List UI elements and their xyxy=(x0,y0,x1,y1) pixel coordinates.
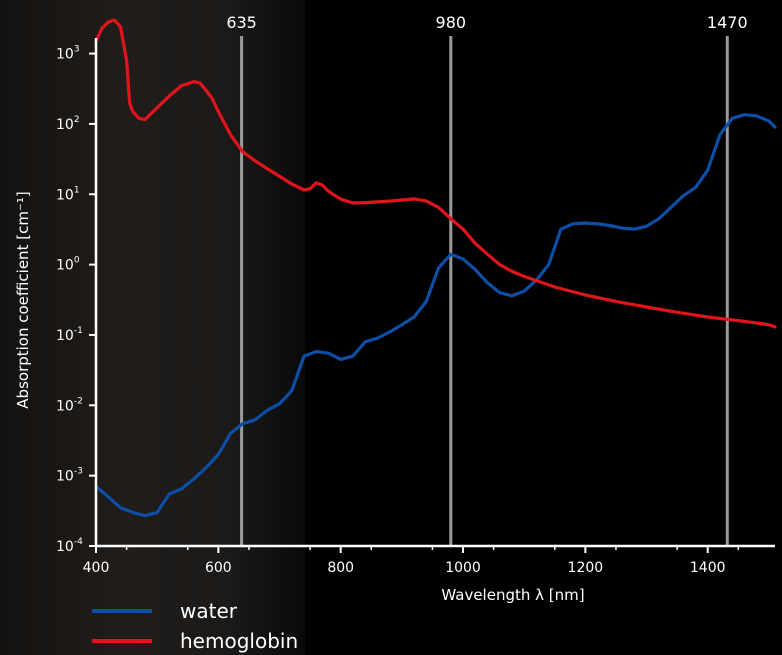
x-axis-title: Wavelength λ [nm] xyxy=(441,586,584,604)
y-tick-label: 10-1 xyxy=(56,326,83,344)
marker-label-980: 980 xyxy=(436,13,467,32)
axes xyxy=(94,38,775,548)
wavelength-markers: 635 980 1470 xyxy=(226,13,748,546)
x-tick-label-1200: 1200 xyxy=(568,560,604,576)
series-line-water xyxy=(94,113,777,518)
y-tick-label: 103 xyxy=(56,45,80,63)
series-layer xyxy=(94,18,777,518)
y-axis-title: Absorption coefficient [cm⁻¹] xyxy=(14,191,32,408)
legend-label-water: water xyxy=(180,599,238,623)
marker-label-1470: 1470 xyxy=(707,13,748,32)
series-line-hemoglobin xyxy=(94,18,777,329)
y-tick-label: 10-3 xyxy=(56,467,83,485)
y-tick-label: 102 xyxy=(56,115,80,133)
legend: water hemoglobin xyxy=(92,599,298,653)
y-tick-label: 10-4 xyxy=(56,537,83,555)
x-tick-label-400: 400 xyxy=(83,560,110,576)
x-tick-label-800: 800 xyxy=(327,560,354,576)
marker-label-635: 635 xyxy=(226,13,257,32)
x-ticks: 400 600 800 1000 1200 1400 xyxy=(83,546,740,576)
y-ticks: 10-4 10-3 10-2 10-1 100 101 102 103 xyxy=(56,45,96,555)
x-tick-label-1400: 1400 xyxy=(690,560,726,576)
x-tick-label-1000: 1000 xyxy=(445,560,481,576)
x-tick-label-600: 600 xyxy=(205,560,232,576)
y-tick-label: 101 xyxy=(56,185,80,203)
y-tick-label: 100 xyxy=(56,256,80,274)
y-tick-label: 10-2 xyxy=(56,396,83,414)
legend-label-hemoglobin: hemoglobin xyxy=(180,629,298,653)
